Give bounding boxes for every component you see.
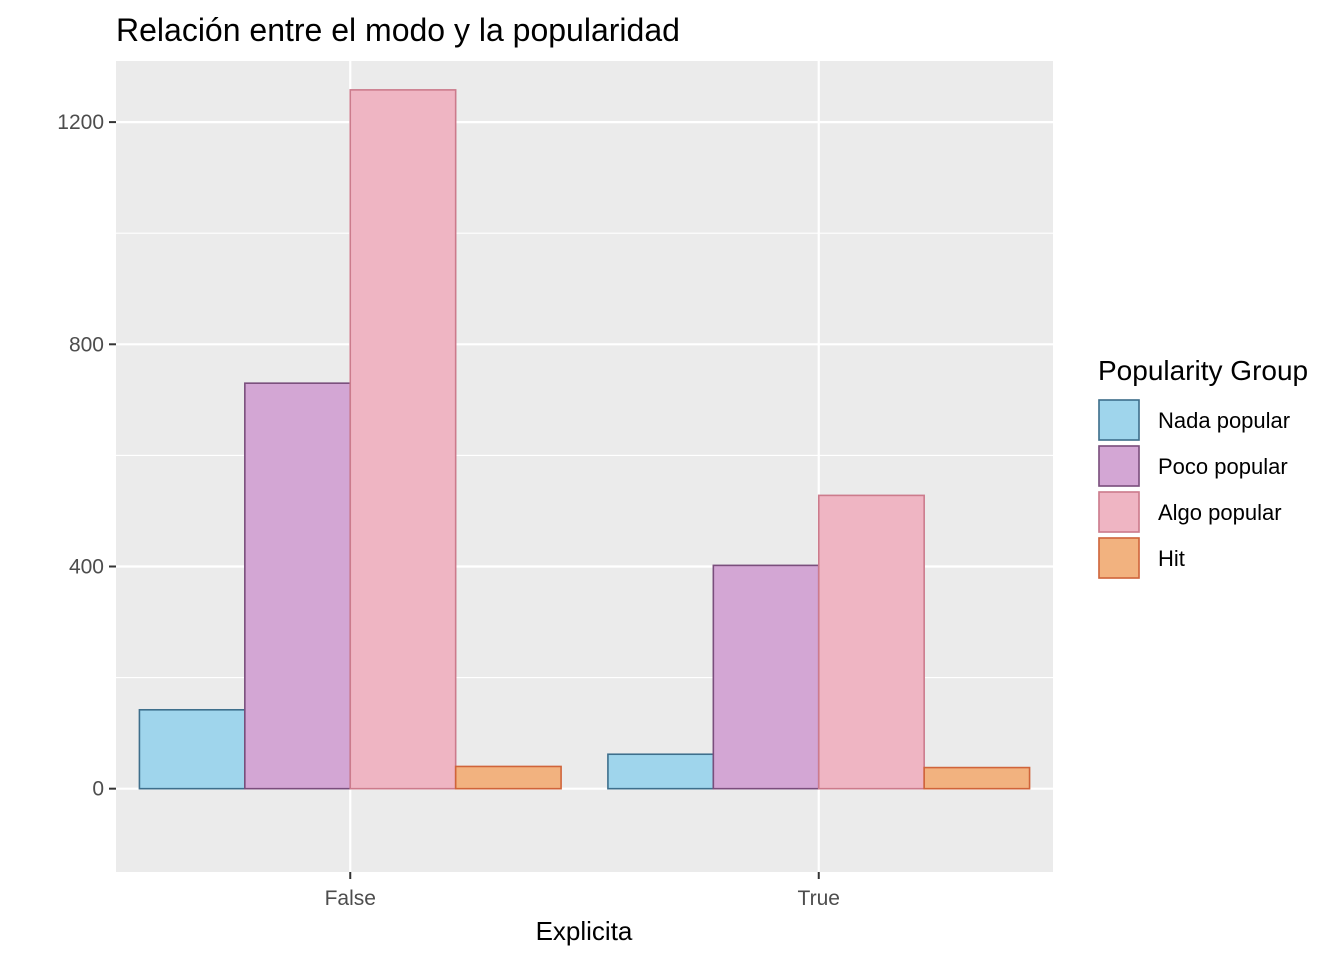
legend-swatch xyxy=(1098,445,1140,487)
legend-label: Poco popular xyxy=(1158,454,1288,479)
y-tick-label: 800 xyxy=(69,333,104,356)
x-axis: False True xyxy=(325,872,840,910)
y-axis: 0 400 800 1200 xyxy=(57,111,116,801)
legend-item: Hit xyxy=(1098,537,1185,579)
legend-swatch xyxy=(1098,537,1140,579)
chart-title: Relación entre el modo y la popularidad xyxy=(116,12,680,48)
x-tick-label: True xyxy=(798,887,840,910)
y-tick-label: 0 xyxy=(92,778,104,801)
bar-hit-false xyxy=(454,765,562,790)
bar-poco-popular-true xyxy=(712,564,820,790)
x-tick-label: False xyxy=(325,887,376,910)
y-tick-label: 400 xyxy=(69,555,104,578)
legend-label: Nada popular xyxy=(1158,408,1290,433)
legend-title: Popularity Group xyxy=(1098,355,1308,386)
y-tick-label: 1200 xyxy=(57,111,104,134)
legend-swatch xyxy=(1098,399,1140,441)
legend-item: Poco popular xyxy=(1098,445,1288,487)
legend-item: Nada popular xyxy=(1098,399,1290,441)
bar-algo-popular-true xyxy=(817,494,925,790)
x-axis-title: Explicita xyxy=(536,916,633,946)
legend-swatch xyxy=(1098,491,1140,533)
bar-algo-popular-false xyxy=(349,89,457,790)
bar-nada-popular-true xyxy=(607,753,715,790)
legend-label: Hit xyxy=(1158,546,1185,571)
bar-hit-true xyxy=(923,766,1031,790)
legend: Popularity Group Nada popular Poco popula… xyxy=(1098,355,1308,579)
bar-poco-popular-false xyxy=(244,382,352,790)
bars xyxy=(138,89,1031,790)
bar-nada-popular-false xyxy=(138,708,246,790)
legend-label: Algo popular xyxy=(1158,500,1282,525)
legend-item: Algo popular xyxy=(1098,491,1282,533)
